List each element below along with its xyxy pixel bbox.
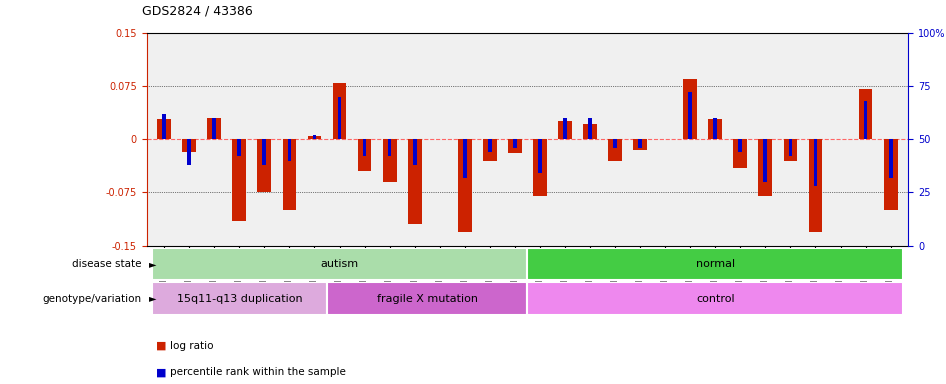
Text: ■: ■ (156, 341, 166, 351)
Bar (408, 139, 422, 224)
Bar (513, 139, 517, 148)
Bar (528, 282, 903, 315)
Bar (327, 282, 528, 315)
Bar (864, 101, 867, 139)
Bar (237, 139, 241, 156)
Bar (412, 139, 416, 165)
Bar (463, 139, 466, 177)
Bar (183, 139, 196, 152)
Bar (233, 139, 246, 221)
Text: log ratio: log ratio (170, 341, 214, 351)
Bar (789, 139, 793, 156)
Bar (151, 282, 327, 315)
Bar (288, 139, 291, 161)
Bar (739, 139, 743, 152)
Text: ►: ► (149, 293, 156, 304)
Bar (814, 139, 817, 186)
Bar (358, 139, 372, 171)
Bar (362, 139, 366, 156)
Bar (187, 139, 191, 165)
Text: ►: ► (149, 259, 156, 269)
Bar (257, 139, 272, 192)
Bar (639, 139, 642, 148)
Bar (213, 118, 216, 139)
Text: GDS2824 / 43386: GDS2824 / 43386 (142, 4, 253, 17)
Bar (482, 139, 497, 161)
Bar (713, 118, 717, 139)
Text: percentile rank within the sample: percentile rank within the sample (170, 367, 346, 377)
Bar (783, 139, 797, 161)
Bar (312, 135, 316, 139)
Bar (759, 139, 772, 196)
Bar (262, 139, 266, 165)
Bar (633, 139, 647, 150)
Bar (488, 139, 492, 152)
Bar (338, 97, 342, 139)
Text: autism: autism (321, 259, 359, 269)
Bar (884, 139, 898, 210)
Bar (733, 139, 747, 168)
Bar (763, 139, 767, 182)
Bar (583, 124, 597, 139)
Bar (383, 139, 396, 182)
Bar (689, 92, 692, 139)
Bar (809, 139, 822, 232)
Bar (533, 139, 547, 196)
Bar (307, 136, 322, 139)
Text: fragile X mutation: fragile X mutation (377, 293, 478, 304)
Bar (508, 139, 522, 154)
Bar (558, 121, 572, 139)
Bar (528, 248, 903, 280)
Text: normal: normal (695, 259, 735, 269)
Bar (157, 119, 171, 139)
Bar (588, 118, 592, 139)
Bar (163, 114, 166, 139)
Bar (613, 139, 617, 148)
Bar (283, 139, 296, 210)
Bar (709, 119, 722, 139)
Bar (333, 83, 346, 139)
Text: disease state: disease state (73, 259, 142, 269)
Bar (207, 118, 221, 139)
Text: genotype/variation: genotype/variation (43, 293, 142, 304)
Bar (151, 248, 528, 280)
Text: 15q11-q13 duplication: 15q11-q13 duplication (177, 293, 302, 304)
Text: control: control (696, 293, 735, 304)
Bar (888, 139, 892, 177)
Text: ■: ■ (156, 367, 166, 377)
Bar (538, 139, 542, 173)
Bar (458, 139, 472, 232)
Bar (608, 139, 622, 161)
Bar (388, 139, 392, 156)
Bar (563, 118, 567, 139)
Bar (683, 79, 697, 139)
Bar (859, 89, 872, 139)
